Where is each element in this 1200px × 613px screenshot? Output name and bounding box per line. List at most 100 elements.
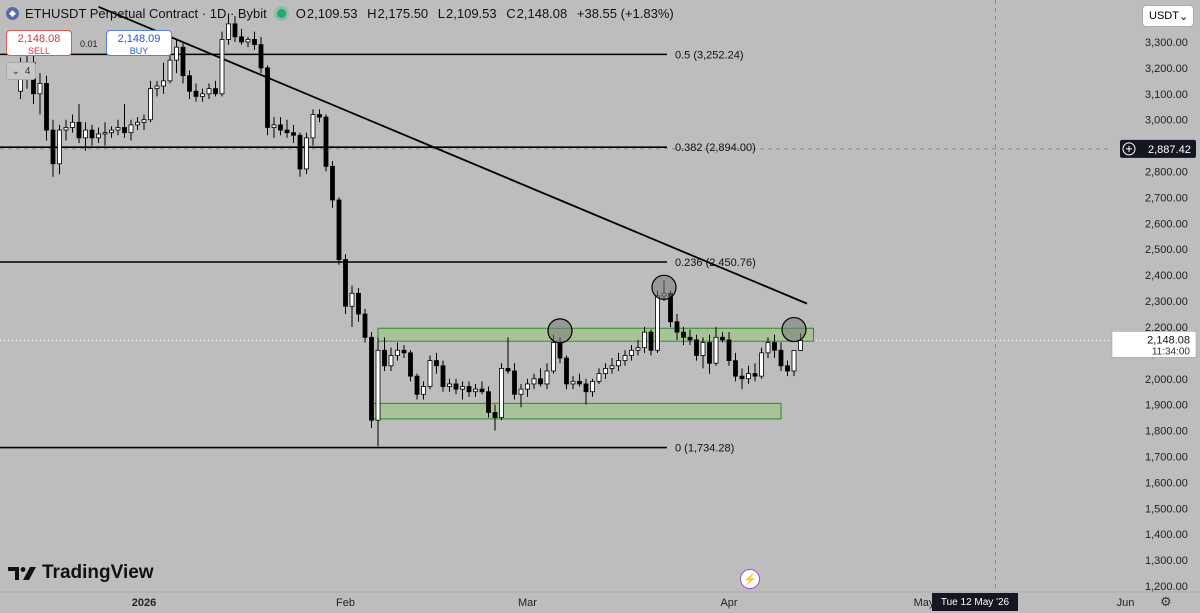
price-tick-label: 2,300.00: [1145, 296, 1188, 308]
spread-value: 0.01: [80, 39, 98, 49]
candle: [226, 23, 231, 40]
price-tick-label: 3,300.00: [1145, 37, 1188, 49]
candle: [713, 336, 719, 364]
brand-name: TradingView: [42, 562, 154, 583]
candle: [642, 331, 647, 349]
candle: [473, 388, 478, 393]
crosshair-date-label: Tue 12 May '26: [932, 593, 1018, 611]
candle: [434, 360, 439, 367]
high-label: H: [367, 6, 377, 21]
candle: [752, 373, 758, 377]
fib-level-label: 0.382 (2,894.00): [675, 142, 756, 154]
low-label: L: [437, 6, 446, 21]
buy-button[interactable]: 2,148.09 BUY: [106, 30, 172, 56]
price-tick-label: 2,800.00: [1145, 167, 1188, 179]
candle: [505, 367, 511, 372]
candle: [76, 121, 82, 139]
candle: [122, 127, 127, 134]
candle: [265, 67, 270, 128]
candle: [460, 386, 465, 390]
candle: [648, 331, 654, 351]
candle: [128, 124, 134, 134]
candle: [772, 342, 777, 351]
candle: [635, 347, 641, 351]
sell-button[interactable]: 2,148.08 SELL: [6, 30, 72, 56]
candle: [213, 88, 218, 95]
buy-price: 2,148.09: [117, 33, 161, 45]
candle: [440, 365, 446, 387]
candle: [564, 357, 569, 385]
indicators-toggle-button[interactable]: ⌄ 4: [6, 62, 36, 80]
symbol-title[interactable]: ETHUSDT Perpetual Contract · 1D · Bybit: [25, 6, 267, 21]
price-axis[interactable]: [1110, 0, 1200, 613]
candle: [421, 386, 426, 395]
candle: [733, 360, 738, 377]
candle: [596, 373, 602, 382]
candle: [44, 83, 49, 131]
settings-gear-icon[interactable]: ⚙: [1160, 594, 1172, 609]
open-value: 2,109.53: [306, 6, 358, 21]
low-value: 2,109.53: [446, 6, 497, 21]
candle: [245, 39, 251, 43]
highlight-circle[interactable]: [651, 274, 677, 300]
sell-label: SELL: [27, 46, 51, 56]
last-price-value: 2,148.08: [1147, 334, 1190, 346]
candle: [603, 367, 608, 374]
ohlc-values: O2,109.53 H2,175.50 L2,109.53 C2,148.08 …: [296, 6, 674, 21]
candle: [369, 336, 374, 421]
candle: [492, 412, 498, 419]
crosshair-price-tag[interactable]: 2,887.42: [1120, 139, 1196, 158]
change-value: +38.55 (+1.83%): [576, 6, 674, 21]
highlight-circle[interactable]: [781, 316, 807, 343]
candle: [577, 380, 582, 385]
price-tick-label: 2,000.00: [1145, 374, 1188, 386]
lightning-icon[interactable]: ⚡: [740, 569, 760, 589]
candle: [70, 121, 75, 128]
candle: [148, 88, 153, 121]
close-value: 2,148.08: [516, 6, 568, 21]
candle: [382, 349, 387, 367]
market-open-status-icon: [276, 9, 286, 18]
chart-header: ◆ ETHUSDT Perpetual Contract · 1D · Bybi…: [6, 6, 674, 21]
candle: [778, 349, 784, 367]
candle: [323, 116, 329, 167]
time-tick-label: Mar: [518, 597, 537, 609]
price-tick-label: 1,800.00: [1145, 426, 1188, 438]
trendline[interactable]: [98, 5, 808, 305]
resistance-zone[interactable]: [377, 327, 814, 342]
candle: [427, 360, 433, 387]
candle: [525, 383, 530, 390]
tradingview-logo-icon: [8, 567, 36, 580]
price-tick-label: 2,200.00: [1145, 322, 1188, 334]
candle: [512, 370, 517, 395]
price-tick-label: 2,600.00: [1145, 218, 1188, 230]
fib-level-label: 0 (1,734.28): [675, 443, 734, 455]
candle: [96, 133, 101, 139]
candle: [609, 365, 615, 369]
candle: [63, 127, 69, 131]
price-tick-label: 1,900.00: [1145, 400, 1188, 412]
price-tick-label: 2,500.00: [1145, 244, 1188, 256]
candle: [304, 137, 309, 170]
candle: [336, 199, 342, 260]
bar-countdown-value: 11:34:00: [1152, 346, 1191, 357]
sell-price: 2,148.08: [17, 33, 61, 45]
candle: [739, 375, 745, 380]
candle: [206, 88, 212, 95]
candle: [291, 132, 296, 136]
open-label: O: [295, 6, 306, 21]
candle: [746, 373, 751, 380]
candle: [115, 127, 121, 131]
price-tick-label: 2,400.00: [1145, 270, 1188, 282]
currency-select[interactable]: USDT ⌄: [1142, 5, 1194, 27]
candle: [479, 388, 485, 393]
plus-circle-icon[interactable]: [1122, 142, 1136, 156]
candle: [583, 383, 589, 393]
candle: [278, 124, 283, 131]
tradingview-logo[interactable]: TradingView: [8, 562, 154, 584]
highlight-circle[interactable]: [547, 318, 573, 344]
support-zone[interactable]: [371, 402, 782, 420]
candle: [486, 391, 491, 413]
